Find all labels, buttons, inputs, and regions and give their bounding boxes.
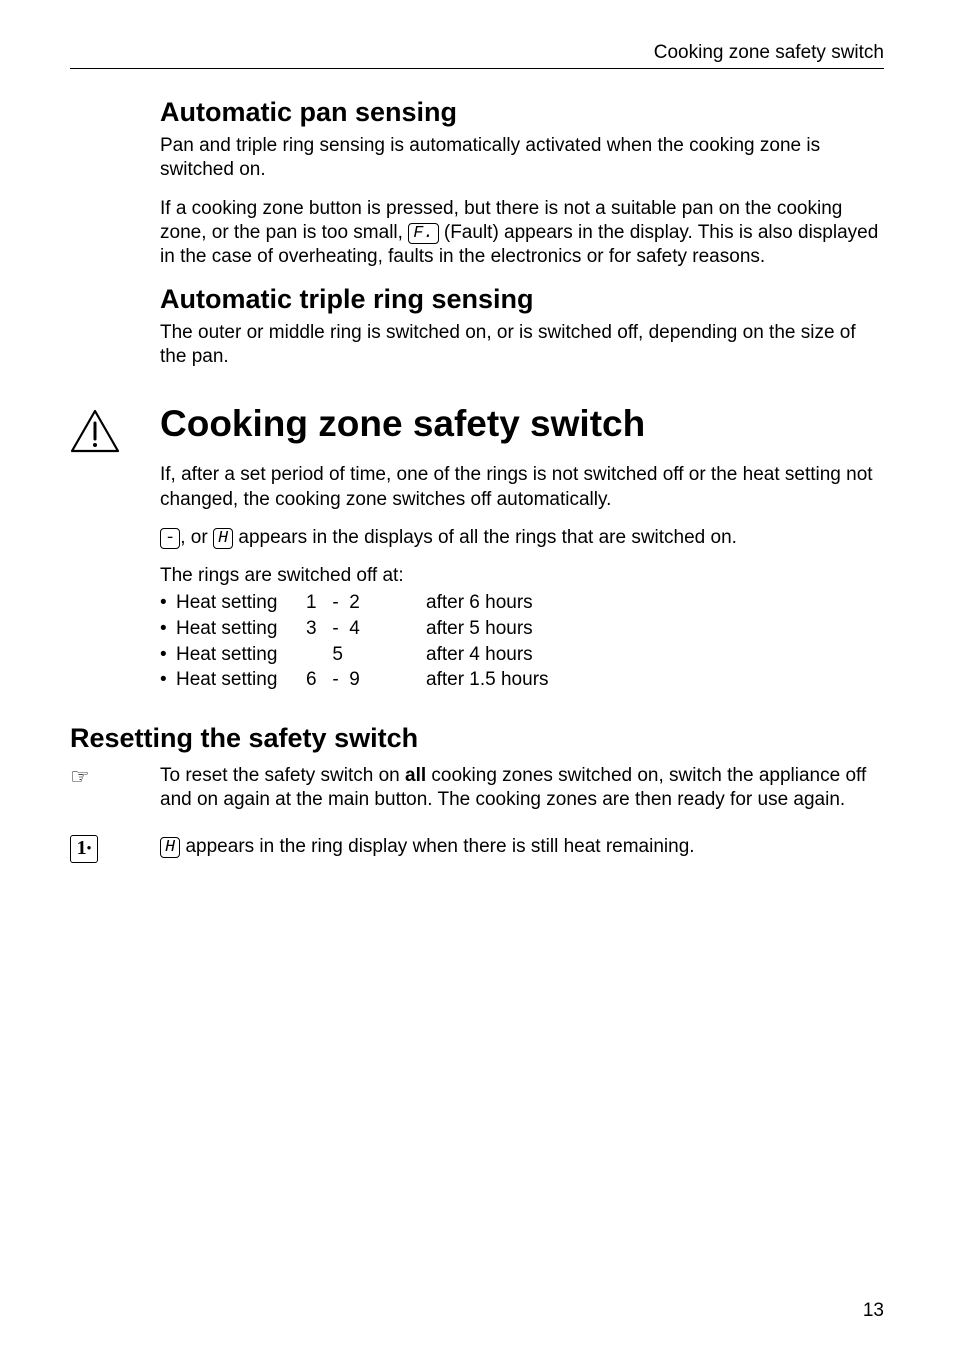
bullet-icon: • [160, 642, 176, 668]
info-box-icon: 1● [70, 835, 160, 863]
heat-label: Heat setting [176, 616, 306, 642]
heading-auto-triple: Automatic triple ring sensing [160, 284, 884, 315]
para-safety-2: -, or H appears in the displays of all t… [160, 526, 884, 550]
pointing-hand-icon: ☞ [70, 764, 160, 813]
para-info: H appears in the ring display when there… [160, 835, 695, 859]
heat-after: after 6 hours [426, 590, 533, 616]
bullet-icon: • [160, 667, 176, 693]
para-auto-pan-2: If a cooking zone button is pressed, but… [160, 197, 884, 270]
heat-label: Heat setting [176, 667, 306, 693]
para-safety-3: The rings are switched off at: [160, 564, 884, 588]
heat-label: Heat setting [176, 642, 306, 668]
heat-range: 6 - 9 [306, 667, 426, 693]
page-number: 13 [863, 1300, 884, 1322]
para-safety-2-mid: , or [180, 527, 213, 548]
para-safety-1: If, after a set period of time, one of t… [160, 463, 884, 512]
dash-glyph-icon: - [160, 528, 180, 549]
h-glyph-icon: H [213, 528, 233, 549]
heat-row: • Heat setting 5 after 4 hours [160, 642, 884, 668]
h-glyph-icon: H [160, 837, 180, 858]
heat-range: 1 - 2 [306, 590, 426, 616]
bullet-icon: • [160, 590, 176, 616]
para-reset-1-bold: all [405, 765, 426, 786]
para-reset-1a: To reset the safety switch on [160, 765, 405, 786]
para-auto-pan-1: Pan and triple ring sensing is automatic… [160, 134, 884, 183]
heat-after: after 4 hours [426, 642, 533, 668]
heat-range: 3 - 4 [306, 616, 426, 642]
header-rule: Cooking zone safety switch [70, 42, 884, 69]
para-info-tail: appears in the ring display when there i… [180, 836, 694, 857]
heat-row: • Heat setting 1 - 2 after 6 hours [160, 590, 884, 616]
heat-row: • Heat setting 6 - 9 after 1.5 hours [160, 667, 884, 693]
heading-auto-pan: Automatic pan sensing [160, 97, 884, 128]
fault-glyph-icon: F. [408, 223, 438, 244]
heading-safety-switch: Cooking zone safety switch [160, 403, 645, 445]
heat-label: Heat setting [176, 590, 306, 616]
heat-range: 5 [306, 642, 426, 668]
para-reset-1: To reset the safety switch on all cookin… [160, 764, 884, 813]
heat-after: after 5 hours [426, 616, 533, 642]
heat-after: after 1.5 hours [426, 667, 549, 693]
para-auto-triple-1: The outer or middle ring is switched on,… [160, 321, 884, 370]
running-header: Cooking zone safety switch [70, 42, 884, 64]
warning-triangle-icon [70, 409, 122, 458]
heading-reset: Resetting the safety switch [70, 723, 884, 754]
heat-row: • Heat setting 3 - 4 after 5 hours [160, 616, 884, 642]
bullet-icon: • [160, 616, 176, 642]
para-safety-2-tail: appears in the displays of all the rings… [233, 527, 737, 548]
